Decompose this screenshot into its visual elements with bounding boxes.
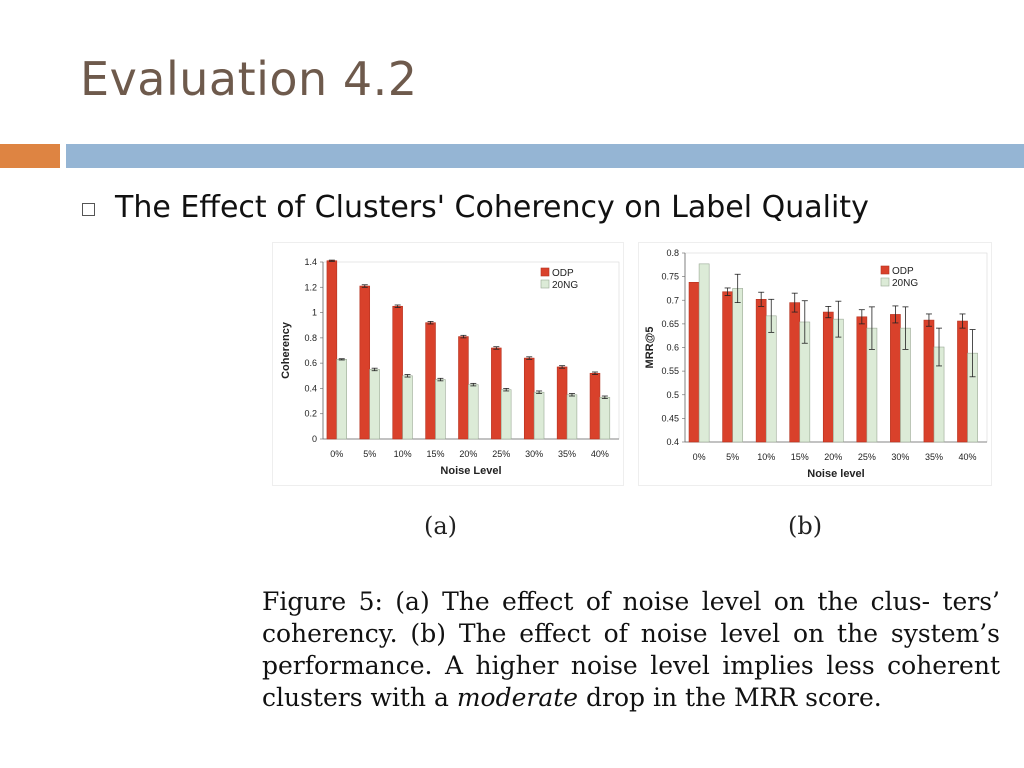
figure-caption: Figure 5: (a) The effect of noise level … [262, 586, 1000, 714]
mrr-ytick-label-7: 0.75 [661, 272, 679, 282]
mrr-ytick-label-8: 0.8 [666, 248, 679, 258]
mrr-xtick-label-0: 0% [693, 452, 706, 462]
bullet-item: The Effect of Clusters' Coherency on Lab… [82, 190, 869, 225]
mrr-bar-odp-7 [923, 319, 935, 443]
coherency-bar-odp-7 [556, 366, 568, 440]
slide-title: Evaluation 4.2 [80, 52, 418, 106]
coherency-xtick-label-3: 15% [426, 449, 444, 459]
mrr-ytick-label-2: 0.5 [666, 390, 679, 400]
mrr-bar-20ng-1 [732, 288, 744, 443]
coherency-ytick-label-4: 0.8 [304, 333, 317, 343]
coherency-bar-20ng-2 [402, 375, 413, 440]
coherency-bar-20ng-1 [369, 369, 380, 440]
mrr-legend-swatch-odp [880, 265, 890, 275]
coherency-bar-20ng-4 [468, 384, 479, 440]
accent-bar-blue [66, 144, 1024, 168]
mrr-bar-20ng-2 [765, 315, 777, 443]
coherency-bar-odp-2 [392, 305, 403, 440]
mrr-bar-odp-6 [890, 314, 901, 443]
mrr-bar-odp-1 [722, 291, 733, 443]
coherency-ytick-label-5: 1 [312, 308, 317, 318]
coherency-bar-odp-4 [458, 336, 469, 440]
mrr-ytick-label-0: 0.4 [666, 437, 679, 447]
coherency-legend-label-20ng: 20NG [552, 280, 578, 291]
coherency-ytick-label-6: 1.2 [304, 282, 317, 292]
mrr-legend-label-20ng: 20NG [892, 278, 918, 289]
chart-coherency: 0 0.2 0.4 0.6 0.8 1 1.2 1.4 0% 5% 10% 15% 20% 25% 30% 3… [272, 242, 624, 486]
mrr-xtick-label-3: 15% [791, 452, 809, 462]
coherency-xtick-label-4: 20% [459, 449, 477, 459]
coherency-ytick-label-2: 0.4 [304, 383, 317, 393]
chart-mrr-svg: 0.4 0.45 0.5 0.55 0.6 0.65 0.7 0.75 0.8 0% 5% 10% 15… [644, 248, 988, 480]
coherency-ytick-label-0: 0 [312, 434, 317, 444]
mrr-bar-odp-5 [856, 316, 868, 443]
mrr-bar-20ng-4 [833, 318, 844, 443]
coherency-legend-swatch-20ng [540, 279, 550, 289]
square-bullet-icon [82, 203, 95, 216]
coherency-bar-20ng-6 [533, 391, 545, 440]
coherency-xtick-label-2: 10% [394, 449, 412, 459]
mrr-legend-label-odp: ODP [892, 266, 914, 277]
mrr-xlabel: Noise level [807, 468, 864, 480]
coherency-bar-20ng-8 [599, 396, 611, 440]
panel-label-b: (b) [788, 512, 823, 540]
mrr-bar-20ng-0 [698, 263, 710, 443]
coherency-xlabel: Noise Level [440, 465, 501, 477]
coherency-bar-20ng-0 [336, 359, 347, 440]
mrr-xtick-label-5: 25% [858, 452, 876, 462]
coherency-bar-20ng-5 [500, 389, 512, 440]
mrr-ytick-label-1: 0.45 [661, 413, 679, 423]
mrr-xtick-label-6: 30% [891, 452, 909, 462]
caption-part-2: drop in the MRR score. [578, 683, 882, 712]
coherency-xtick-label-6: 30% [525, 449, 543, 459]
coherency-ytick-label-3: 0.6 [304, 358, 317, 368]
mrr-xtick-label-1: 5% [726, 452, 739, 462]
coherency-xtick-label-5: 25% [492, 449, 510, 459]
mrr-xtick-label-8: 40% [959, 452, 977, 462]
coherency-bar-20ng-7 [566, 394, 578, 440]
mrr-xtick-label-2: 10% [757, 452, 775, 462]
mrr-bar-odp-2 [755, 299, 767, 443]
mrr-xtick-label-4: 20% [824, 452, 842, 462]
coherency-legend-label-odp: ODP [552, 268, 574, 279]
coherency-xtick-label-0: 0% [330, 449, 343, 459]
mrr-ytick-label-5: 0.65 [661, 319, 679, 329]
mrr-ytick-label-6: 0.7 [666, 295, 679, 305]
coherency-bar-odp-8 [589, 372, 601, 440]
coherency-ytick-label-1: 0.2 [304, 409, 317, 419]
mrr-bar-odp-8 [957, 320, 968, 443]
caption-part-1: Figure 5: (a) The effect of noise level … [262, 587, 1000, 712]
mrr-bar-odp-3 [789, 302, 801, 443]
coherency-ylabel: Coherency [280, 321, 292, 379]
coherency-xtick-label-7: 35% [558, 449, 576, 459]
coherency-legend-swatch-odp [540, 267, 550, 277]
coherency-bar-odp-6 [523, 357, 535, 440]
accent-bar-orange [0, 144, 60, 168]
coherency-bar-odp-0 [326, 260, 338, 440]
chart-coherency-svg: 0 0.2 0.4 0.6 0.8 1 1.2 1.4 0% 5% 10% 15% 20% 25% 30% 3… [280, 257, 620, 477]
mrr-ytick-label-4: 0.6 [666, 343, 679, 353]
caption-emphasis: moderate [456, 683, 579, 712]
coherency-bar-20ng-3 [435, 379, 446, 440]
bullet-text: The Effect of Clusters' Coherency on Lab… [115, 190, 869, 225]
coherency-bar-odp-5 [491, 347, 502, 440]
mrr-xtick-label-7: 35% [925, 452, 943, 462]
panel-label-a: (a) [424, 512, 458, 540]
chart-mrr: 0.4 0.45 0.5 0.55 0.6 0.65 0.7 0.75 0.8 0% 5% 10% 15… [638, 242, 992, 486]
coherency-ytick-label-7: 1.4 [304, 257, 317, 267]
coherency-xtick-label-1: 5% [363, 449, 376, 459]
mrr-bar-odp-4 [822, 311, 834, 443]
mrr-legend-swatch-20ng [880, 277, 890, 287]
mrr-bar-odp-0 [688, 281, 700, 443]
coherency-bar-odp-3 [425, 322, 436, 440]
mrr-ytick-label-3: 0.55 [661, 366, 679, 376]
coherency-xtick-label-8: 40% [591, 449, 609, 459]
mrr-ylabel: MRR@5 [644, 327, 656, 369]
coherency-bar-odp-1 [359, 285, 371, 440]
